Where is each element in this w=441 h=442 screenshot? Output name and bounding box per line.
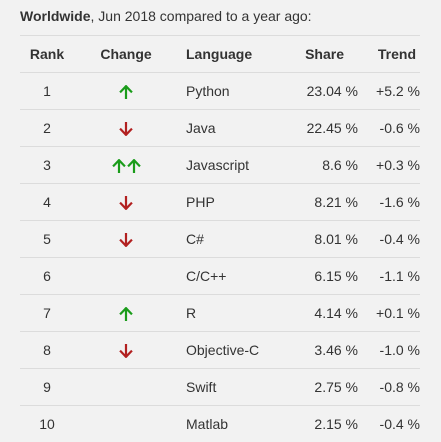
- change-cell: [74, 257, 178, 295]
- change-cell: [74, 72, 178, 110]
- trend-cell: -1.6 %: [360, 183, 420, 221]
- rank-cell: 7: [20, 294, 74, 332]
- header-change: Change: [74, 35, 178, 73]
- rank-down-arrows: [119, 233, 133, 248]
- arrow-down-icon: [119, 233, 133, 248]
- table-row: 7 R 4.14 % +0.1 %: [20, 294, 420, 332]
- table-header-row: Rank Change Language Share Trend: [20, 35, 420, 73]
- table-row: 5 C# 8.01 % -0.4 %: [20, 220, 420, 258]
- share-cell: 6.15 %: [275, 257, 360, 295]
- arrow-down-icon: [119, 122, 133, 137]
- table-row: 6 C/C++ 6.15 % -1.1 %: [20, 257, 420, 295]
- change-cell: [74, 146, 178, 184]
- language-cell: C#: [178, 220, 275, 258]
- language-cell: Python: [178, 72, 275, 110]
- language-cell: Objective-C: [178, 331, 275, 369]
- rank-down-arrows: [119, 196, 133, 211]
- change-cell: [74, 220, 178, 258]
- caption-region: Worldwide: [20, 8, 91, 24]
- share-cell: 3.46 %: [275, 331, 360, 369]
- language-cell: PHP: [178, 183, 275, 221]
- header-rank: Rank: [20, 35, 74, 73]
- share-cell: 2.75 %: [275, 368, 360, 406]
- rank-cell: 6: [20, 257, 74, 295]
- language-cell: Matlab: [186, 416, 229, 432]
- arrow-up-icon: [119, 307, 133, 322]
- rank-up-arrows: [119, 85, 133, 100]
- rank-cell: 5: [20, 220, 74, 258]
- change-cell: [74, 183, 178, 221]
- change-cell: [74, 331, 178, 369]
- arrow-up-icon: [119, 85, 133, 100]
- rank-up-arrows: [119, 307, 133, 322]
- share-cell: 22.45 %: [275, 109, 360, 147]
- rank-up-arrows: [111, 159, 141, 174]
- arrow-down-icon: [119, 344, 133, 359]
- table-body: 1 Python 23.04 % +5.2 % 2 Java 22.45 % -0.6 % 3 J…: [20, 72, 420, 442]
- language-cell: Java: [178, 109, 275, 147]
- trend-cell: +0.3 %: [360, 146, 420, 184]
- header-language: Language: [178, 35, 275, 73]
- change-cell: [74, 368, 178, 406]
- share-cell: 23.04 %: [275, 72, 360, 110]
- table-row: 10 Matlab 2.15 % -0.4 %: [20, 406, 420, 442]
- share-cell: 2.15 %: [314, 416, 358, 432]
- language-cell: Javascript: [178, 146, 275, 184]
- table-row: 9 Swift 2.75 % -0.8 %: [20, 368, 420, 406]
- change-cell: [74, 406, 178, 442]
- trend-cell: -0.4 %: [360, 220, 420, 258]
- share-cell: 8.21 %: [275, 183, 360, 221]
- caption-text: , Jun 2018 compared to a year ago:: [90, 8, 312, 24]
- arrow-down-icon: [119, 196, 133, 211]
- rank-cell: 8: [20, 331, 74, 369]
- rank-down-arrows: [119, 344, 133, 359]
- rank-cell: 2: [20, 109, 74, 147]
- rank-cell: 1: [20, 72, 74, 110]
- trend-cell: -1.1 %: [360, 257, 420, 295]
- language-cell: Swift: [178, 368, 275, 406]
- trend-cell: +5.2 %: [360, 72, 420, 110]
- table-row: 8 Objective-C 3.46 % -1.0 %: [20, 331, 420, 369]
- change-cell: [74, 294, 178, 332]
- trend-cell: -0.8 %: [360, 368, 420, 406]
- share-cell: 4.14 %: [275, 294, 360, 332]
- rank-down-arrows: [119, 122, 133, 137]
- header-share: Share: [275, 35, 360, 73]
- table-row: 2 Java 22.45 % -0.6 %: [20, 109, 420, 147]
- language-cell: R: [178, 294, 275, 332]
- header-trend: Trend: [360, 35, 420, 73]
- trend-cell: +0.1 %: [360, 294, 420, 332]
- table-caption: Worldwide, Jun 2018 compared to a year a…: [20, 7, 312, 25]
- trend-cell: -1.0 %: [360, 331, 420, 369]
- rank-cell: 3: [20, 146, 74, 184]
- share-cell: 8.6 %: [275, 146, 360, 184]
- rank-cell: 4: [20, 183, 74, 221]
- popularity-table: Rank Change Language Share Trend 1 Python…: [20, 35, 420, 442]
- rank-cell: 10: [39, 416, 55, 432]
- trend-cell: -0.6 %: [360, 109, 420, 147]
- table-row: 4 PHP 8.21 % -1.6 %: [20, 183, 420, 221]
- share-cell: 8.01 %: [275, 220, 360, 258]
- change-cell: [74, 109, 178, 147]
- arrow-up-icon: [126, 159, 141, 174]
- arrow-up-icon: [111, 159, 126, 174]
- rank-cell: 9: [20, 368, 74, 406]
- table-row: 3 Javascript 8.6 % +0.3 %: [20, 146, 420, 184]
- table-row: 1 Python 23.04 % +5.2 %: [20, 72, 420, 110]
- language-cell: C/C++: [178, 257, 275, 295]
- trend-cell: -0.4 %: [379, 416, 420, 432]
